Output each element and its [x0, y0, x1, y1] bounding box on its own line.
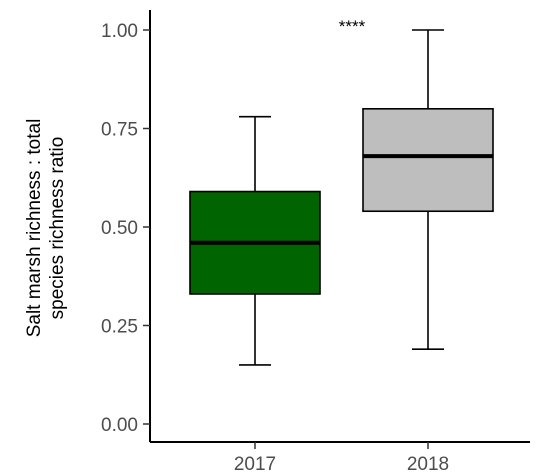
box-2017: [189, 115, 321, 366]
y-tick-label: 0.75: [101, 120, 138, 141]
y-tick-label: 1.00: [101, 21, 138, 42]
x-tick-label: 2018: [407, 454, 449, 473]
y-tick-label: 0.50: [101, 218, 138, 239]
iqr-box: [362, 108, 494, 213]
y-axis-title-line-2: species richness ratio: [47, 137, 68, 320]
y-tick-label: 0.25: [101, 317, 138, 338]
y-tick-label: 0.00: [101, 415, 138, 436]
box-series: [189, 29, 494, 366]
y-axis-title-line-1: Salt marsh richness : total: [24, 119, 45, 338]
x-axis: 2017 2018: [150, 441, 530, 473]
x-tick-label: 2017: [234, 454, 276, 473]
significance-annotation: ****: [339, 17, 366, 36]
y-axis: 0.00 0.25 0.50 0.75 1.00: [101, 10, 151, 442]
box-2018: [362, 29, 494, 350]
